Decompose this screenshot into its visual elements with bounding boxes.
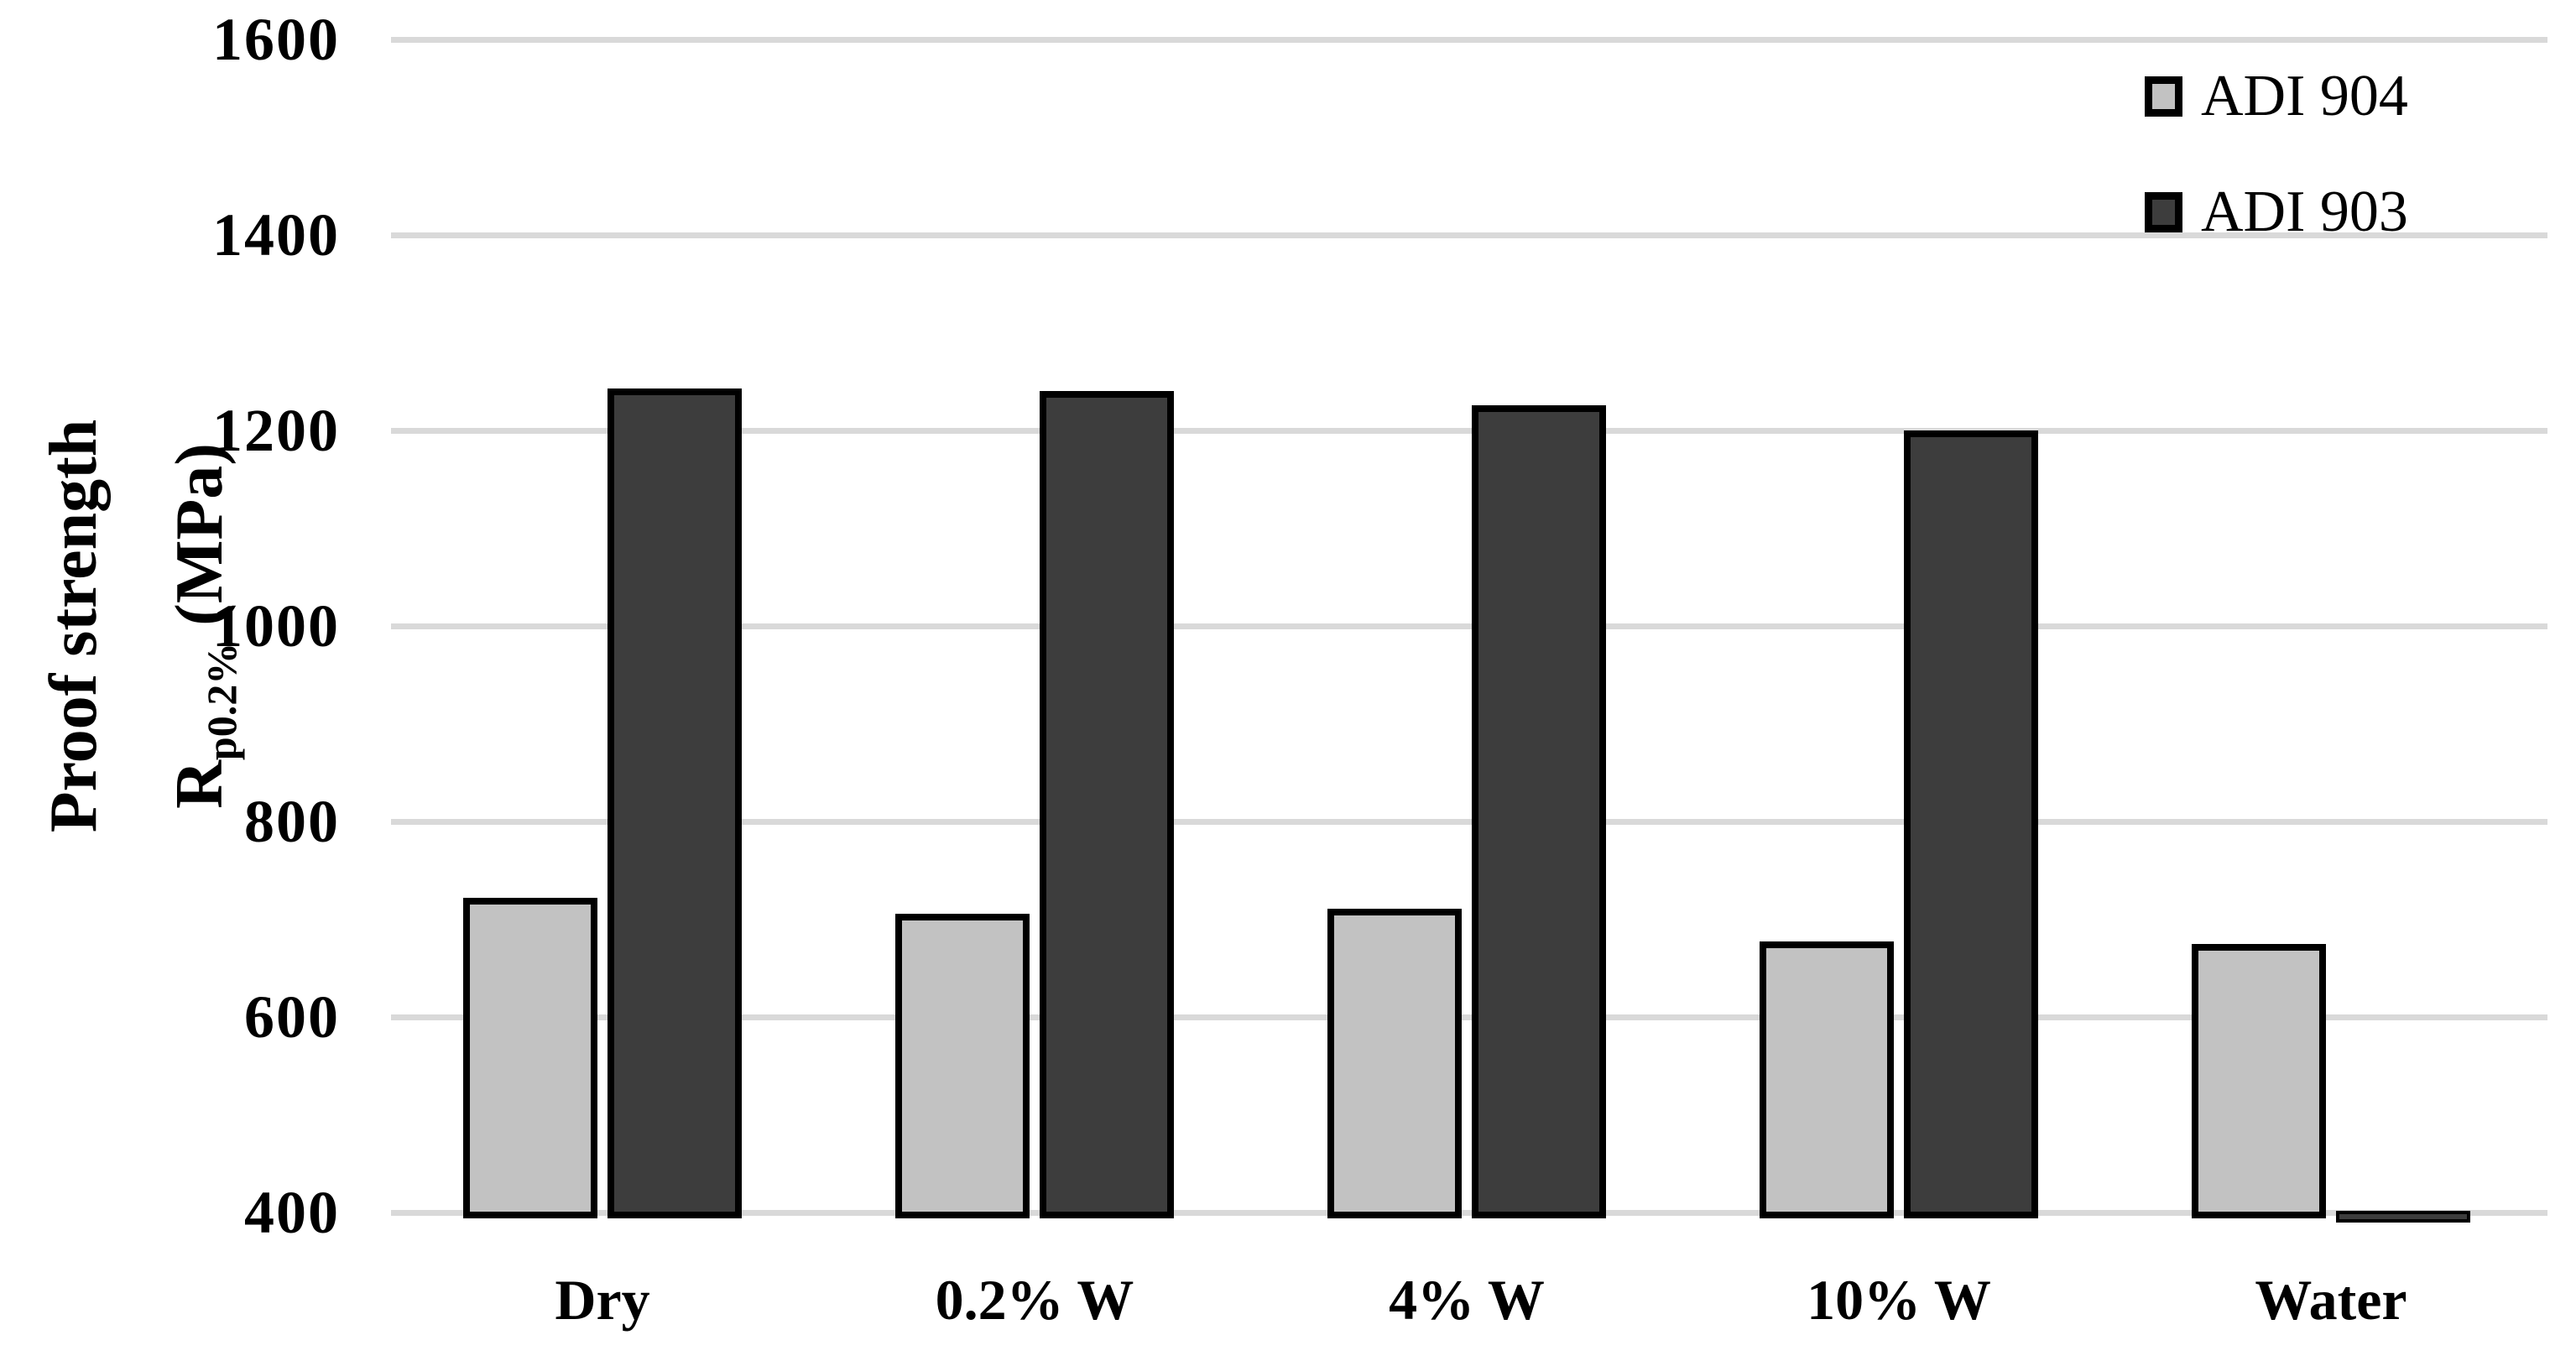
gridline-1200 <box>391 427 2547 434</box>
gridline-600 <box>391 1014 2547 1020</box>
gridline-1600 <box>391 36 2547 43</box>
bar-adi-903-dry <box>607 388 742 1218</box>
bar-adi-904-dry <box>463 897 597 1218</box>
legend-label-adi-903: ADI 903 <box>2201 180 2408 244</box>
x-category-label-dry: Dry <box>555 1268 650 1332</box>
bar-adi-904-0-2-w <box>895 913 1030 1218</box>
x-category-label-water: Water <box>2255 1268 2407 1332</box>
y-tick-label-1600: 1600 <box>212 6 340 73</box>
bar-adi-904-water <box>2192 943 2326 1218</box>
x-category-label-0-2-w: 0.2% W <box>935 1268 1134 1332</box>
gridline-400 <box>391 1209 2547 1216</box>
y-tick-label-1200: 1200 <box>212 397 340 464</box>
bar-adi-904-10-w <box>1760 941 1894 1218</box>
y-tick-label-1000: 1000 <box>212 592 340 660</box>
bar-adi-903-10-w <box>1904 430 2038 1218</box>
y-tick-label-800: 800 <box>244 788 340 855</box>
y-tick-label-400: 400 <box>244 1179 340 1246</box>
x-category-label-10-w: 10% W <box>1807 1268 1991 1332</box>
bar-adi-903-0-2-w <box>1040 391 1174 1218</box>
x-category-label-4-w: 4% W <box>1389 1268 1545 1332</box>
legend-item-adi-903: ADI 903 <box>2145 183 2408 242</box>
legend-label-adi-904: ADI 904 <box>2201 64 2408 128</box>
legend-swatch-adi-903 <box>2145 192 2182 232</box>
bar-adi-903-4-w <box>1472 404 1606 1218</box>
bar-adi-904-4-w <box>1327 908 1462 1218</box>
legend-swatch-adi-904 <box>2145 76 2182 117</box>
gridline-1000 <box>391 623 2547 629</box>
y-axis-title-subscript: p0.2% <box>198 642 245 761</box>
gridline-800 <box>391 818 2547 825</box>
legend-item-adi-904: ADI 904 <box>2145 67 2408 126</box>
bar-adi-903-water <box>2336 1211 2470 1223</box>
gridline-1400 <box>391 232 2547 238</box>
y-tick-label-1400: 1400 <box>212 201 340 269</box>
y-tick-label-600: 600 <box>244 983 340 1051</box>
